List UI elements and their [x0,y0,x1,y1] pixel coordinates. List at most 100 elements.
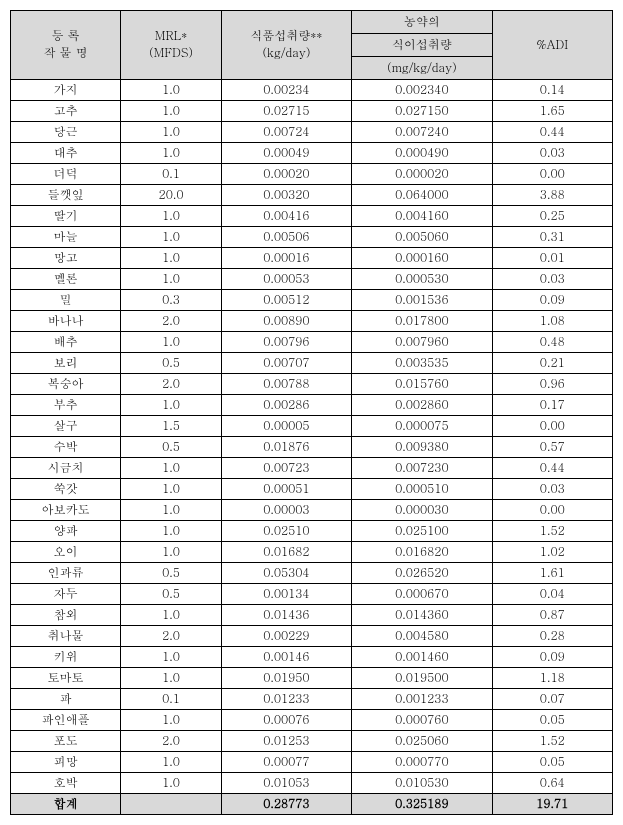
cell-mrl: 1.5 [121,416,221,437]
cell-adi: 0.09 [492,290,612,311]
cell-food: 0.01253 [221,731,351,752]
cell-food: 0.00506 [221,227,351,248]
header-crop-line1: 등 록 [52,27,80,44]
cell-adi: 0.14 [492,80,612,101]
cell-crop: 복숭아 [11,374,121,395]
header-food-line2: (kg/day) [262,44,310,61]
table-row: 들깻잎20.00.003200.0640003.88 [11,185,613,206]
table-row: 피망1.00.000770.0007700.05 [11,752,613,773]
cell-food: 0.00053 [221,269,351,290]
cell-intake: 0.004160 [352,206,492,227]
cell-food: 0.00724 [221,122,351,143]
table-row: 키위1.00.001460.0014600.09 [11,647,613,668]
cell-adi: 0.04 [492,584,612,605]
cell-food: 0.00076 [221,710,351,731]
cell-adi: 0.05 [492,752,612,773]
cell-adi: 0.00 [492,500,612,521]
header-intake-line2: 식이섭취량 [352,34,492,57]
cell-crop: 멜론 [11,269,121,290]
cell-adi: 0.00 [492,164,612,185]
cell-intake: 0.001536 [352,290,492,311]
cell-crop: 딸기 [11,206,121,227]
cell-adi: 0.03 [492,143,612,164]
cell-crop: 고추 [11,101,121,122]
cell-mrl: 1.0 [121,479,221,500]
cell-adi: 0.57 [492,437,612,458]
table-row: 보리0.50.007070.0035350.21 [11,353,613,374]
cell-intake: 0.002340 [352,80,492,101]
table-row: 밀0.30.005120.0015360.09 [11,290,613,311]
cell-adi: 0.44 [492,122,612,143]
header-mrl-line1: MRL* [155,27,187,44]
cell-intake: 0.000760 [352,710,492,731]
cell-food: 0.02510 [221,521,351,542]
cell-food: 0.00005 [221,416,351,437]
cell-intake: 0.015760 [352,374,492,395]
cell-intake: 0.014360 [352,605,492,626]
cell-crop: 파인애플 [11,710,121,731]
cell-mrl: 0.5 [121,437,221,458]
cell-intake: 0.000160 [352,248,492,269]
table-row: 당근1.00.007240.0072400.44 [11,122,613,143]
cell-food: 0.00890 [221,311,351,332]
cell-crop: 아보카도 [11,500,121,521]
cell-intake: 0.001460 [352,647,492,668]
cell-mrl: 1.0 [121,710,221,731]
cell-crop: 피망 [11,752,121,773]
cell-mrl: 0.1 [121,164,221,185]
table-row: 포도2.00.012530.0250601.52 [11,731,613,752]
cell-adi: 0.21 [492,353,612,374]
cell-food: 0.01233 [221,689,351,710]
table-row: 아보카도1.00.000030.0000300.00 [11,500,613,521]
table-row: 딸기1.00.004160.0041600.25 [11,206,613,227]
cell-intake: 0.000030 [352,500,492,521]
cell-mrl: 1.0 [121,605,221,626]
cell-adi: 1.61 [492,563,612,584]
table-row: 호박1.00.010530.0105300.64 [11,773,613,794]
cell-crop: 키위 [11,647,121,668]
total-label: 합계 [11,794,121,815]
cell-crop: 가지 [11,80,121,101]
cell-adi: 0.25 [492,206,612,227]
table-row: 고추1.00.027150.0271501.65 [11,101,613,122]
cell-food: 0.00051 [221,479,351,500]
total-mrl [121,794,221,815]
cell-intake: 0.000770 [352,752,492,773]
cell-food: 0.00416 [221,206,351,227]
cell-food: 0.01682 [221,542,351,563]
header-adi: %ADI [492,11,612,80]
cell-food: 0.00286 [221,395,351,416]
cell-intake: 0.000020 [352,164,492,185]
cell-crop: 배추 [11,332,121,353]
cell-crop: 호박 [11,773,121,794]
cell-intake: 0.027150 [352,101,492,122]
cell-intake: 0.007230 [352,458,492,479]
cell-crop: 들깻잎 [11,185,121,206]
mrl-table: 등 록 작 물 명 MRL* (MFDS) 식품섭취량** (kg/day) 농… [10,10,613,815]
cell-adi: 0.09 [492,647,612,668]
cell-intake: 0.010530 [352,773,492,794]
cell-adi: 0.05 [492,710,612,731]
table-row: 인과류0.50.053040.0265201.61 [11,563,613,584]
cell-intake: 0.003535 [352,353,492,374]
cell-food: 0.00788 [221,374,351,395]
cell-crop: 시금치 [11,458,121,479]
table-row: 쑥갓1.00.000510.0005100.03 [11,479,613,500]
cell-adi: 0.17 [492,395,612,416]
cell-crop: 바나나 [11,311,121,332]
cell-mrl: 1.0 [121,668,221,689]
cell-food: 0.00016 [221,248,351,269]
cell-adi: 0.07 [492,689,612,710]
cell-food: 0.00707 [221,353,351,374]
cell-crop: 대추 [11,143,121,164]
header-mrl-line2: (MFDS) [149,44,193,61]
table-row: 부추1.00.002860.0028600.17 [11,395,613,416]
table-row: 파0.10.012330.0012330.07 [11,689,613,710]
table-row: 시금치1.00.007230.0072300.44 [11,458,613,479]
cell-mrl: 20.0 [121,185,221,206]
cell-food: 0.05304 [221,563,351,584]
cell-food: 0.00146 [221,647,351,668]
cell-crop: 보리 [11,353,121,374]
cell-intake: 0.025060 [352,731,492,752]
cell-mrl: 1.0 [121,521,221,542]
